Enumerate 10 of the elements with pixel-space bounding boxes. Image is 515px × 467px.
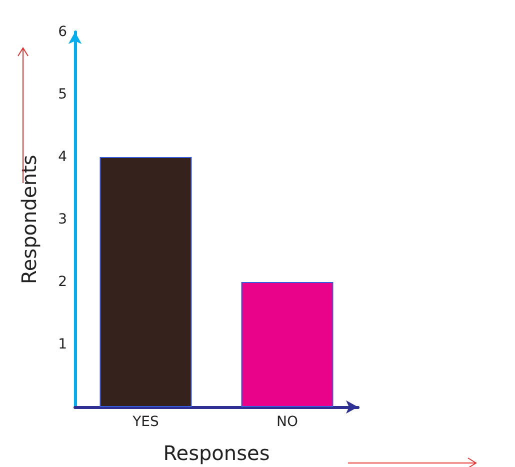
x-axis-title: Responses	[163, 441, 270, 465]
y-tick-label: 2	[58, 274, 67, 290]
y-tick-label: 4	[58, 149, 68, 165]
y-tick-label: 1	[58, 336, 67, 352]
y-axis-title: Respondents	[17, 154, 41, 284]
y-tick-label: 5	[58, 86, 67, 102]
y-tick-label: 6	[58, 24, 68, 40]
y-tick-label: 3	[58, 212, 67, 228]
x-tick-label: YES	[132, 414, 159, 430]
x-tick-label: NO	[276, 414, 298, 430]
